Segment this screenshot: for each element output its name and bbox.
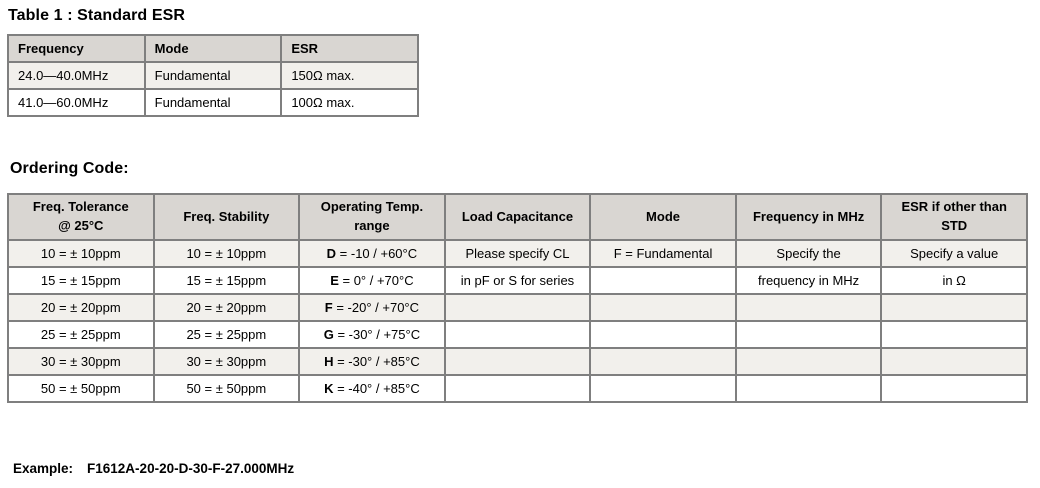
table-cell: F = Fundamental xyxy=(589,239,737,268)
table-cell xyxy=(734,320,883,349)
table-cell: 24.0—40.0MHz xyxy=(7,61,146,90)
table-row: 24.0—40.0MHz Fundamental 150Ω max. xyxy=(7,61,419,90)
table-cell: Specify the xyxy=(734,239,883,268)
column-header: Load Capacitance xyxy=(443,193,592,241)
column-header: ESR xyxy=(280,34,419,63)
table-cell xyxy=(589,293,737,322)
column-header: ESR if other than STD xyxy=(880,193,1028,241)
table-row: 10 = ± 10ppm 10 = ± 10ppm D = -10 / +60°C P… xyxy=(7,239,1028,268)
table-cell: 30 = ± 30ppm xyxy=(7,347,155,376)
column-header: Mode xyxy=(143,34,283,63)
table-cell xyxy=(443,347,592,376)
table-cell xyxy=(880,293,1028,322)
table-cell: 50 = ± 50ppm xyxy=(7,374,155,403)
table-cell: Specify a value xyxy=(880,239,1028,268)
ordering-code-table: Freq. Tolerance @ 25°C Freq. Stability Oper… xyxy=(7,193,1028,403)
table-cell: Fundamental xyxy=(143,61,283,90)
column-header: Freq. Tolerance @ 25°C xyxy=(7,193,155,241)
table-cell: in pF or S for series xyxy=(443,266,592,295)
table-cell xyxy=(589,374,737,403)
table-row: 41.0—60.0MHz Fundamental 100Ω max. xyxy=(7,88,419,117)
table-cell: 10 = ± 10ppm xyxy=(152,239,301,268)
column-header: Operating Temp. range xyxy=(298,193,446,241)
header-row: Frequency Mode ESR xyxy=(7,34,419,63)
table-cell xyxy=(734,293,883,322)
table-row: 50 = ± 50ppm 50 = ± 50ppm K = -40° / +85°C xyxy=(7,374,1028,403)
table-cell: 20 = ± 20ppm xyxy=(7,293,155,322)
ordering-code-title: Ordering Code: xyxy=(10,160,129,177)
table-cell: K = -40° / +85°C xyxy=(298,374,446,403)
example-label: Example: xyxy=(13,461,74,476)
table-cell xyxy=(443,320,592,349)
table-cell: 15 = ± 15ppm xyxy=(152,266,301,295)
column-header: Mode xyxy=(589,193,737,241)
table-cell xyxy=(880,347,1028,376)
table-cell: D = -10 / +60°C xyxy=(298,239,446,268)
table-cell xyxy=(880,320,1028,349)
table-cell: 30 = ± 30ppm xyxy=(152,347,301,376)
table-cell xyxy=(734,374,883,403)
table-cell: 25 = ± 25ppm xyxy=(152,320,301,349)
column-header: Frequency in MHz xyxy=(734,193,883,241)
example-value: F1612A-20-20-D-30-F-27.000MHz xyxy=(87,461,295,476)
table-cell xyxy=(589,266,737,295)
table-cell: frequency in MHz xyxy=(734,266,883,295)
table-cell: 15 = ± 15ppm xyxy=(7,266,155,295)
table-cell xyxy=(589,347,737,376)
table-cell xyxy=(734,347,883,376)
table-row: 20 = ± 20ppm 20 = ± 20ppm F = -20° / +70°C xyxy=(7,293,1028,322)
table-cell xyxy=(589,320,737,349)
table-cell xyxy=(880,374,1028,403)
table-row: 15 = ± 15ppm 15 = ± 15ppm E = 0° / +70°C in… xyxy=(7,266,1028,295)
table-cell: G = -30° / +75°C xyxy=(298,320,446,349)
table-cell: in Ω xyxy=(880,266,1028,295)
header-row: Freq. Tolerance @ 25°C Freq. Stability Oper… xyxy=(7,193,1028,241)
table-cell: 10 = ± 10ppm xyxy=(7,239,155,268)
table-cell: E = 0° / +70°C xyxy=(298,266,446,295)
table-cell xyxy=(443,374,592,403)
column-header: Freq. Stability xyxy=(152,193,301,241)
standard-esr-table: Frequency Mode ESR 24.0—40.0MHz Fundamental 1… xyxy=(7,34,419,117)
table-cell: 150Ω max. xyxy=(280,61,419,90)
table-cell: 20 = ± 20ppm xyxy=(152,293,301,322)
table-cell: 25 = ± 25ppm xyxy=(7,320,155,349)
column-header: Frequency xyxy=(7,34,146,63)
example-line: Example: F1612A-20-20-D-30-F-27.000MHz xyxy=(13,461,294,476)
table-cell: 50 = ± 50ppm xyxy=(152,374,301,403)
table-cell: H = -30° / +85°C xyxy=(298,347,446,376)
table-cell: 100Ω max. xyxy=(280,88,419,117)
table-row: 25 = ± 25ppm 25 = ± 25ppm G = -30° / +75°C xyxy=(7,320,1028,349)
table-cell xyxy=(443,293,592,322)
table-cell: F = -20° / +70°C xyxy=(298,293,446,322)
table-row: 30 = ± 30ppm 30 = ± 30ppm H = -30° / +85°C xyxy=(7,347,1028,376)
table-cell: Please specify CL xyxy=(443,239,592,268)
table-cell: Fundamental xyxy=(143,88,283,117)
table1-title: Table 1 : Standard ESR xyxy=(8,7,186,24)
table-cell: 41.0—60.0MHz xyxy=(7,88,146,117)
